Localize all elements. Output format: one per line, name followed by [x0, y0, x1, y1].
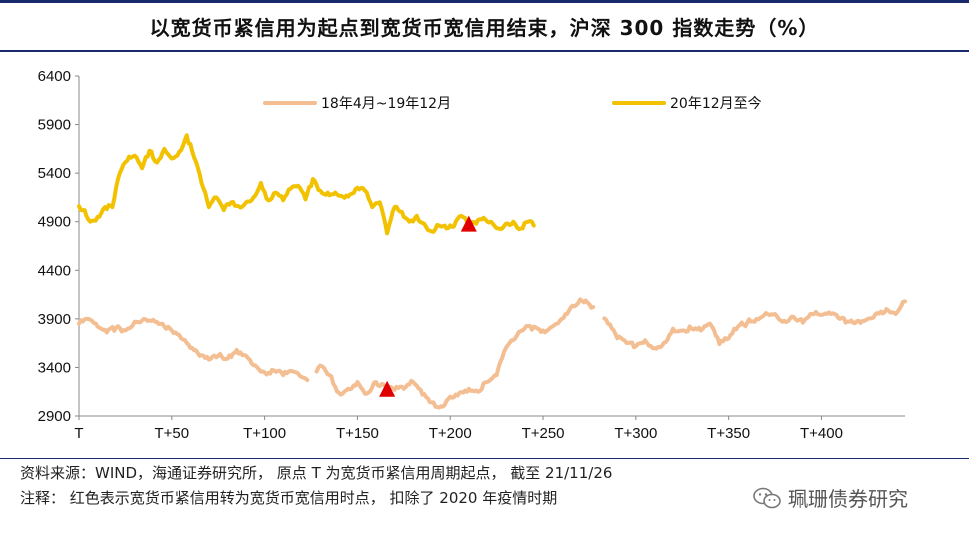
x-tick-label: T+200 — [429, 425, 472, 442]
chart-series — [77, 133, 907, 410]
legend-label-2: 20年12月至今 — [670, 96, 762, 112]
x-tick-label: T — [74, 425, 83, 442]
chart-legend: 18年4月~19年12月 20年12月至今 — [263, 96, 762, 112]
x-tick-label: T+300 — [614, 425, 657, 442]
wechat-icon — [753, 487, 781, 508]
x-tick-label: T+150 — [336, 425, 379, 442]
series-line-1 — [77, 297, 907, 410]
y-tick-label: 3400 — [38, 359, 71, 376]
line-chart: 2900 3400 3900 4400 4900 5400 5900 6400 T T+50 T+1… — [38, 68, 907, 442]
legend-label-1: 18年4月~19年12月 — [321, 96, 451, 112]
y-tick-label: 3900 — [38, 311, 71, 328]
x-tick-label: T+350 — [707, 425, 750, 442]
title-divider — [0, 50, 969, 52]
series-line-2 — [77, 133, 536, 236]
watermark: 珮珊债券研究 — [752, 483, 908, 512]
x-tick-label: T+400 — [800, 425, 843, 442]
title-bar: 以宽货币紧信用为起点到宽货币宽信用结束，沪深 300 指数走势（%） — [0, 0, 969, 50]
y-tick-label: 5400 — [38, 165, 71, 182]
x-tick-label: T+100 — [243, 425, 286, 442]
y-tick-label: 2900 — [38, 408, 71, 425]
chart-title: 以宽货币紧信用为起点到宽货币宽信用结束，沪深 300 指数走势（%） — [149, 16, 820, 40]
footer-divider — [0, 458, 969, 459]
remark-note: 注释： 红色表示宽货币紧信用转为宽货币宽信用时点， 扣除了 2020 年疫情时期 — [20, 489, 558, 507]
turning-point-marker-2 — [460, 215, 477, 232]
x-tick-label: T+250 — [522, 425, 565, 442]
source-note: 资料来源：WIND，海通证券研究所， 原点 T 为宽货币紧信用周期起点， 截至 … — [20, 464, 613, 482]
y-tick-label: 5900 — [38, 117, 71, 134]
y-tick-label: 4900 — [38, 214, 71, 231]
x-tick-label: T+50 — [155, 425, 190, 442]
chart-axes: 2900 3400 3900 4400 4900 5400 5900 6400 T T+50 T+1… — [38, 68, 905, 442]
y-tick-label: 6400 — [38, 68, 71, 85]
y-tick-label: 4400 — [38, 262, 71, 279]
watermark-text: 珮珊债券研究 — [788, 487, 908, 511]
turning-point-marker-1 — [379, 380, 396, 397]
chart-markers — [379, 215, 477, 397]
